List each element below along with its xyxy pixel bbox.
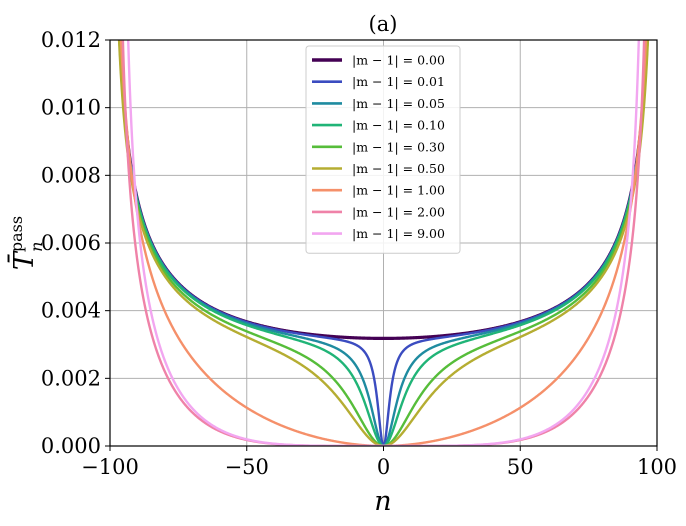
x-tick-label: 50 (507, 455, 534, 479)
legend-label: |m − 1| = 0.10 (352, 118, 445, 133)
ticks: −100 −50 0 50 100 0.000 0.002 0.004 0.006 0.008 0.… (41, 28, 677, 479)
y-axis-label-group: T̄passn (6, 216, 46, 270)
legend-label: |m − 1| = 1.00 (352, 183, 445, 198)
x-tick-label: 0 (377, 455, 390, 479)
y-tick-label: 0.012 (41, 28, 101, 52)
legend-label: |m − 1| = 0.00 (352, 53, 445, 68)
y-axis-title: T̄passn (6, 216, 46, 270)
y-axis-label-sub: n (27, 242, 46, 252)
y-axis-label-main: T̄ (6, 250, 40, 270)
legend-label: |m − 1| = 0.50 (352, 161, 445, 176)
y-tick-label: 0.008 (41, 163, 101, 187)
chart-title: (a) (369, 12, 398, 36)
series-line-3 (118, 40, 649, 446)
legend-label: |m − 1| = 2.00 (352, 204, 445, 219)
y-tick-label: 0.006 (41, 231, 101, 255)
x-tick-label: −100 (81, 455, 139, 479)
legend-label: |m − 1| = 9.00 (352, 226, 445, 241)
series-line-7 (121, 40, 646, 446)
x-axis-label: n (374, 486, 391, 517)
y-tick-label: 0.000 (41, 434, 101, 458)
legend: |m − 1| = 0.00 |m − 1| = 0.01 |m − 1| = 0.… (305, 45, 461, 254)
y-tick-label: 0.004 (41, 299, 101, 323)
x-tick-label: 100 (637, 455, 677, 479)
series-line-6 (119, 40, 648, 446)
x-axis-title: n (374, 486, 391, 517)
series-line-4 (118, 40, 649, 446)
x-tick-label: −50 (225, 455, 269, 479)
legend-label: |m − 1| = 0.30 (352, 139, 445, 154)
y-tick-label: 0.002 (41, 366, 101, 390)
legend-label: |m − 1| = 0.05 (352, 96, 445, 111)
series-line-5 (117, 40, 650, 446)
series-line-8 (127, 40, 640, 446)
y-axis-label-sup: pass (7, 216, 26, 252)
series-group (117, 40, 650, 446)
y-tick-label: 0.010 (41, 96, 101, 120)
legend-label: |m − 1| = 0.01 (352, 74, 445, 89)
legend-box (305, 45, 461, 254)
